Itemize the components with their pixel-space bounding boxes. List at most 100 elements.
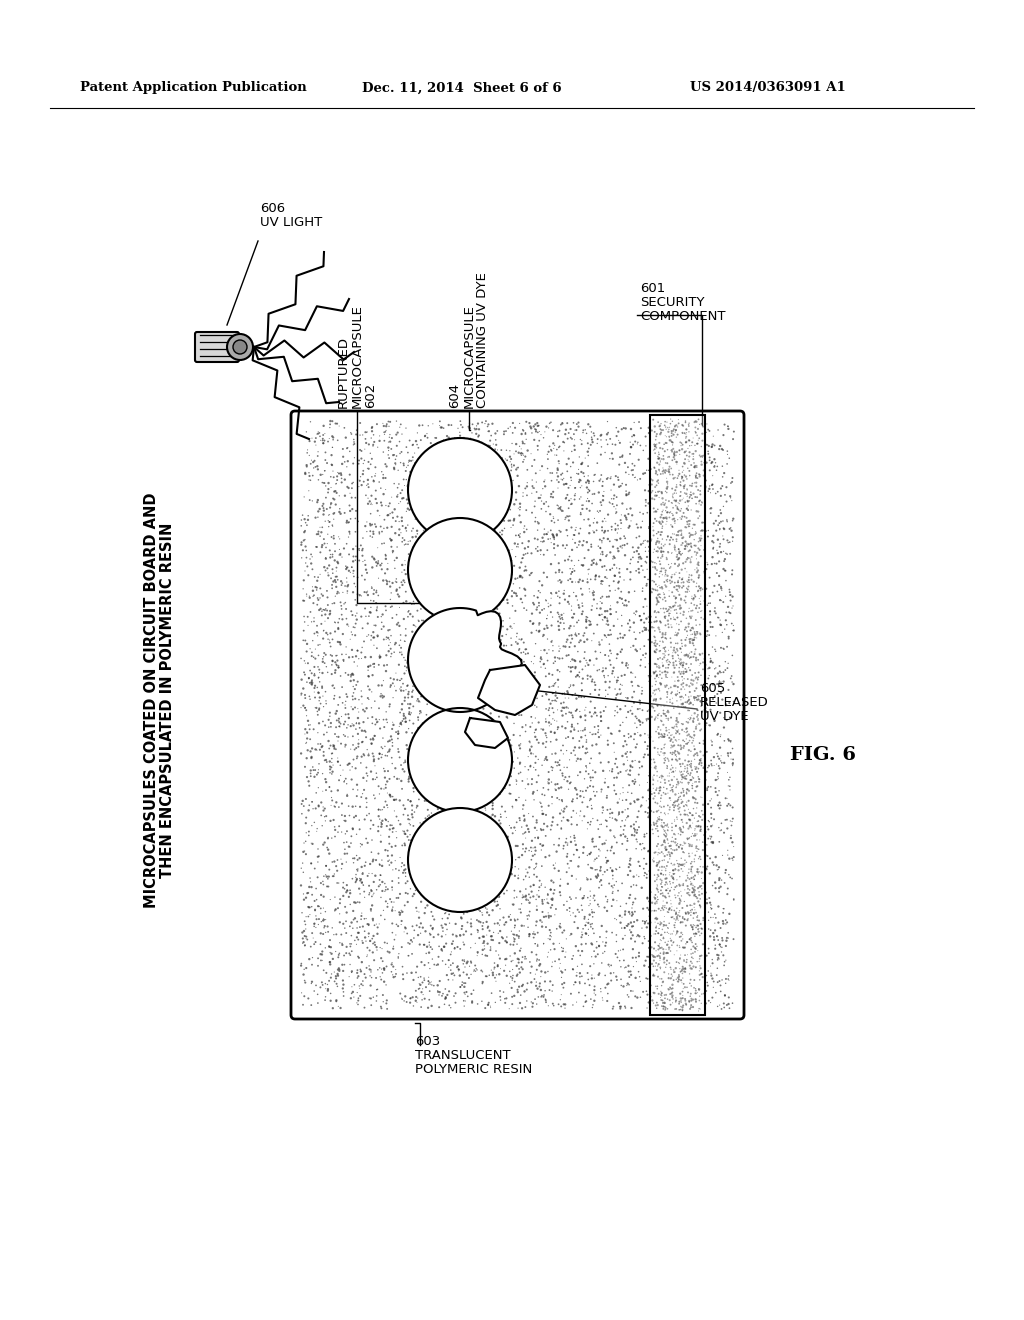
Point <box>711 945 727 966</box>
Point <box>679 570 695 591</box>
Point <box>406 737 422 758</box>
Point <box>624 426 640 447</box>
Point <box>678 993 694 1014</box>
Point <box>627 902 643 923</box>
Point <box>312 465 329 486</box>
Point <box>670 556 686 577</box>
Point <box>508 433 524 454</box>
Point <box>377 791 393 812</box>
Point <box>477 636 494 657</box>
Point <box>424 874 440 895</box>
Point <box>675 928 691 949</box>
Point <box>431 723 447 744</box>
Point <box>629 640 645 661</box>
Point <box>686 726 702 747</box>
Point <box>445 689 462 710</box>
Point <box>325 515 341 536</box>
Point <box>352 985 369 1006</box>
Point <box>647 668 664 689</box>
Point <box>602 541 618 562</box>
Point <box>652 524 669 545</box>
Point <box>724 645 740 667</box>
Point <box>366 784 382 805</box>
Point <box>695 520 712 541</box>
Point <box>415 660 431 681</box>
Point <box>367 513 383 535</box>
Point <box>711 896 727 917</box>
Point <box>648 433 665 454</box>
Point <box>492 529 508 550</box>
Point <box>658 601 675 622</box>
Point <box>419 936 435 957</box>
Point <box>364 900 380 921</box>
Point <box>673 783 689 804</box>
Point <box>625 939 641 960</box>
Point <box>580 470 596 491</box>
Point <box>411 690 427 711</box>
Point <box>696 590 713 611</box>
Point <box>692 958 709 979</box>
Point <box>365 884 381 906</box>
Point <box>650 473 667 494</box>
Point <box>537 784 553 805</box>
Point <box>626 911 642 932</box>
Point <box>604 861 621 882</box>
Point <box>674 961 690 982</box>
Point <box>573 475 590 496</box>
Point <box>582 500 598 521</box>
Point <box>551 453 567 474</box>
Point <box>641 861 657 882</box>
Point <box>487 438 504 459</box>
Point <box>608 748 625 770</box>
Point <box>536 598 552 619</box>
Point <box>358 511 375 532</box>
Point <box>723 708 739 729</box>
Point <box>383 487 399 508</box>
Point <box>397 751 414 772</box>
Point <box>473 496 489 517</box>
Point <box>604 723 621 744</box>
Point <box>621 764 637 785</box>
Point <box>664 503 680 524</box>
Point <box>497 517 513 539</box>
Point <box>570 594 587 615</box>
Point <box>529 540 546 561</box>
Point <box>709 540 725 561</box>
Point <box>510 867 526 888</box>
Point <box>378 891 394 912</box>
Point <box>626 772 642 793</box>
Point <box>565 741 582 762</box>
Point <box>681 964 697 985</box>
Point <box>623 511 639 532</box>
Point <box>515 869 531 890</box>
Point <box>327 796 343 817</box>
Point <box>686 594 702 615</box>
Point <box>361 987 378 1008</box>
Point <box>653 482 670 503</box>
Point <box>684 487 700 508</box>
Point <box>705 531 721 552</box>
Point <box>314 780 331 801</box>
Point <box>344 499 360 520</box>
Point <box>469 960 485 981</box>
Point <box>615 417 632 438</box>
Point <box>646 611 663 632</box>
Point <box>326 503 342 524</box>
Point <box>684 606 700 627</box>
Point <box>545 676 561 697</box>
Point <box>464 537 480 558</box>
Point <box>567 744 584 766</box>
Point <box>388 445 404 466</box>
Point <box>670 595 686 616</box>
Point <box>390 738 407 759</box>
Point <box>550 669 566 690</box>
Point <box>508 459 524 480</box>
Point <box>698 713 715 734</box>
Point <box>364 416 380 437</box>
Point <box>642 665 658 686</box>
Point <box>539 609 555 630</box>
Point <box>458 548 474 569</box>
Point <box>439 519 456 540</box>
Point <box>663 430 679 451</box>
Point <box>319 628 336 649</box>
